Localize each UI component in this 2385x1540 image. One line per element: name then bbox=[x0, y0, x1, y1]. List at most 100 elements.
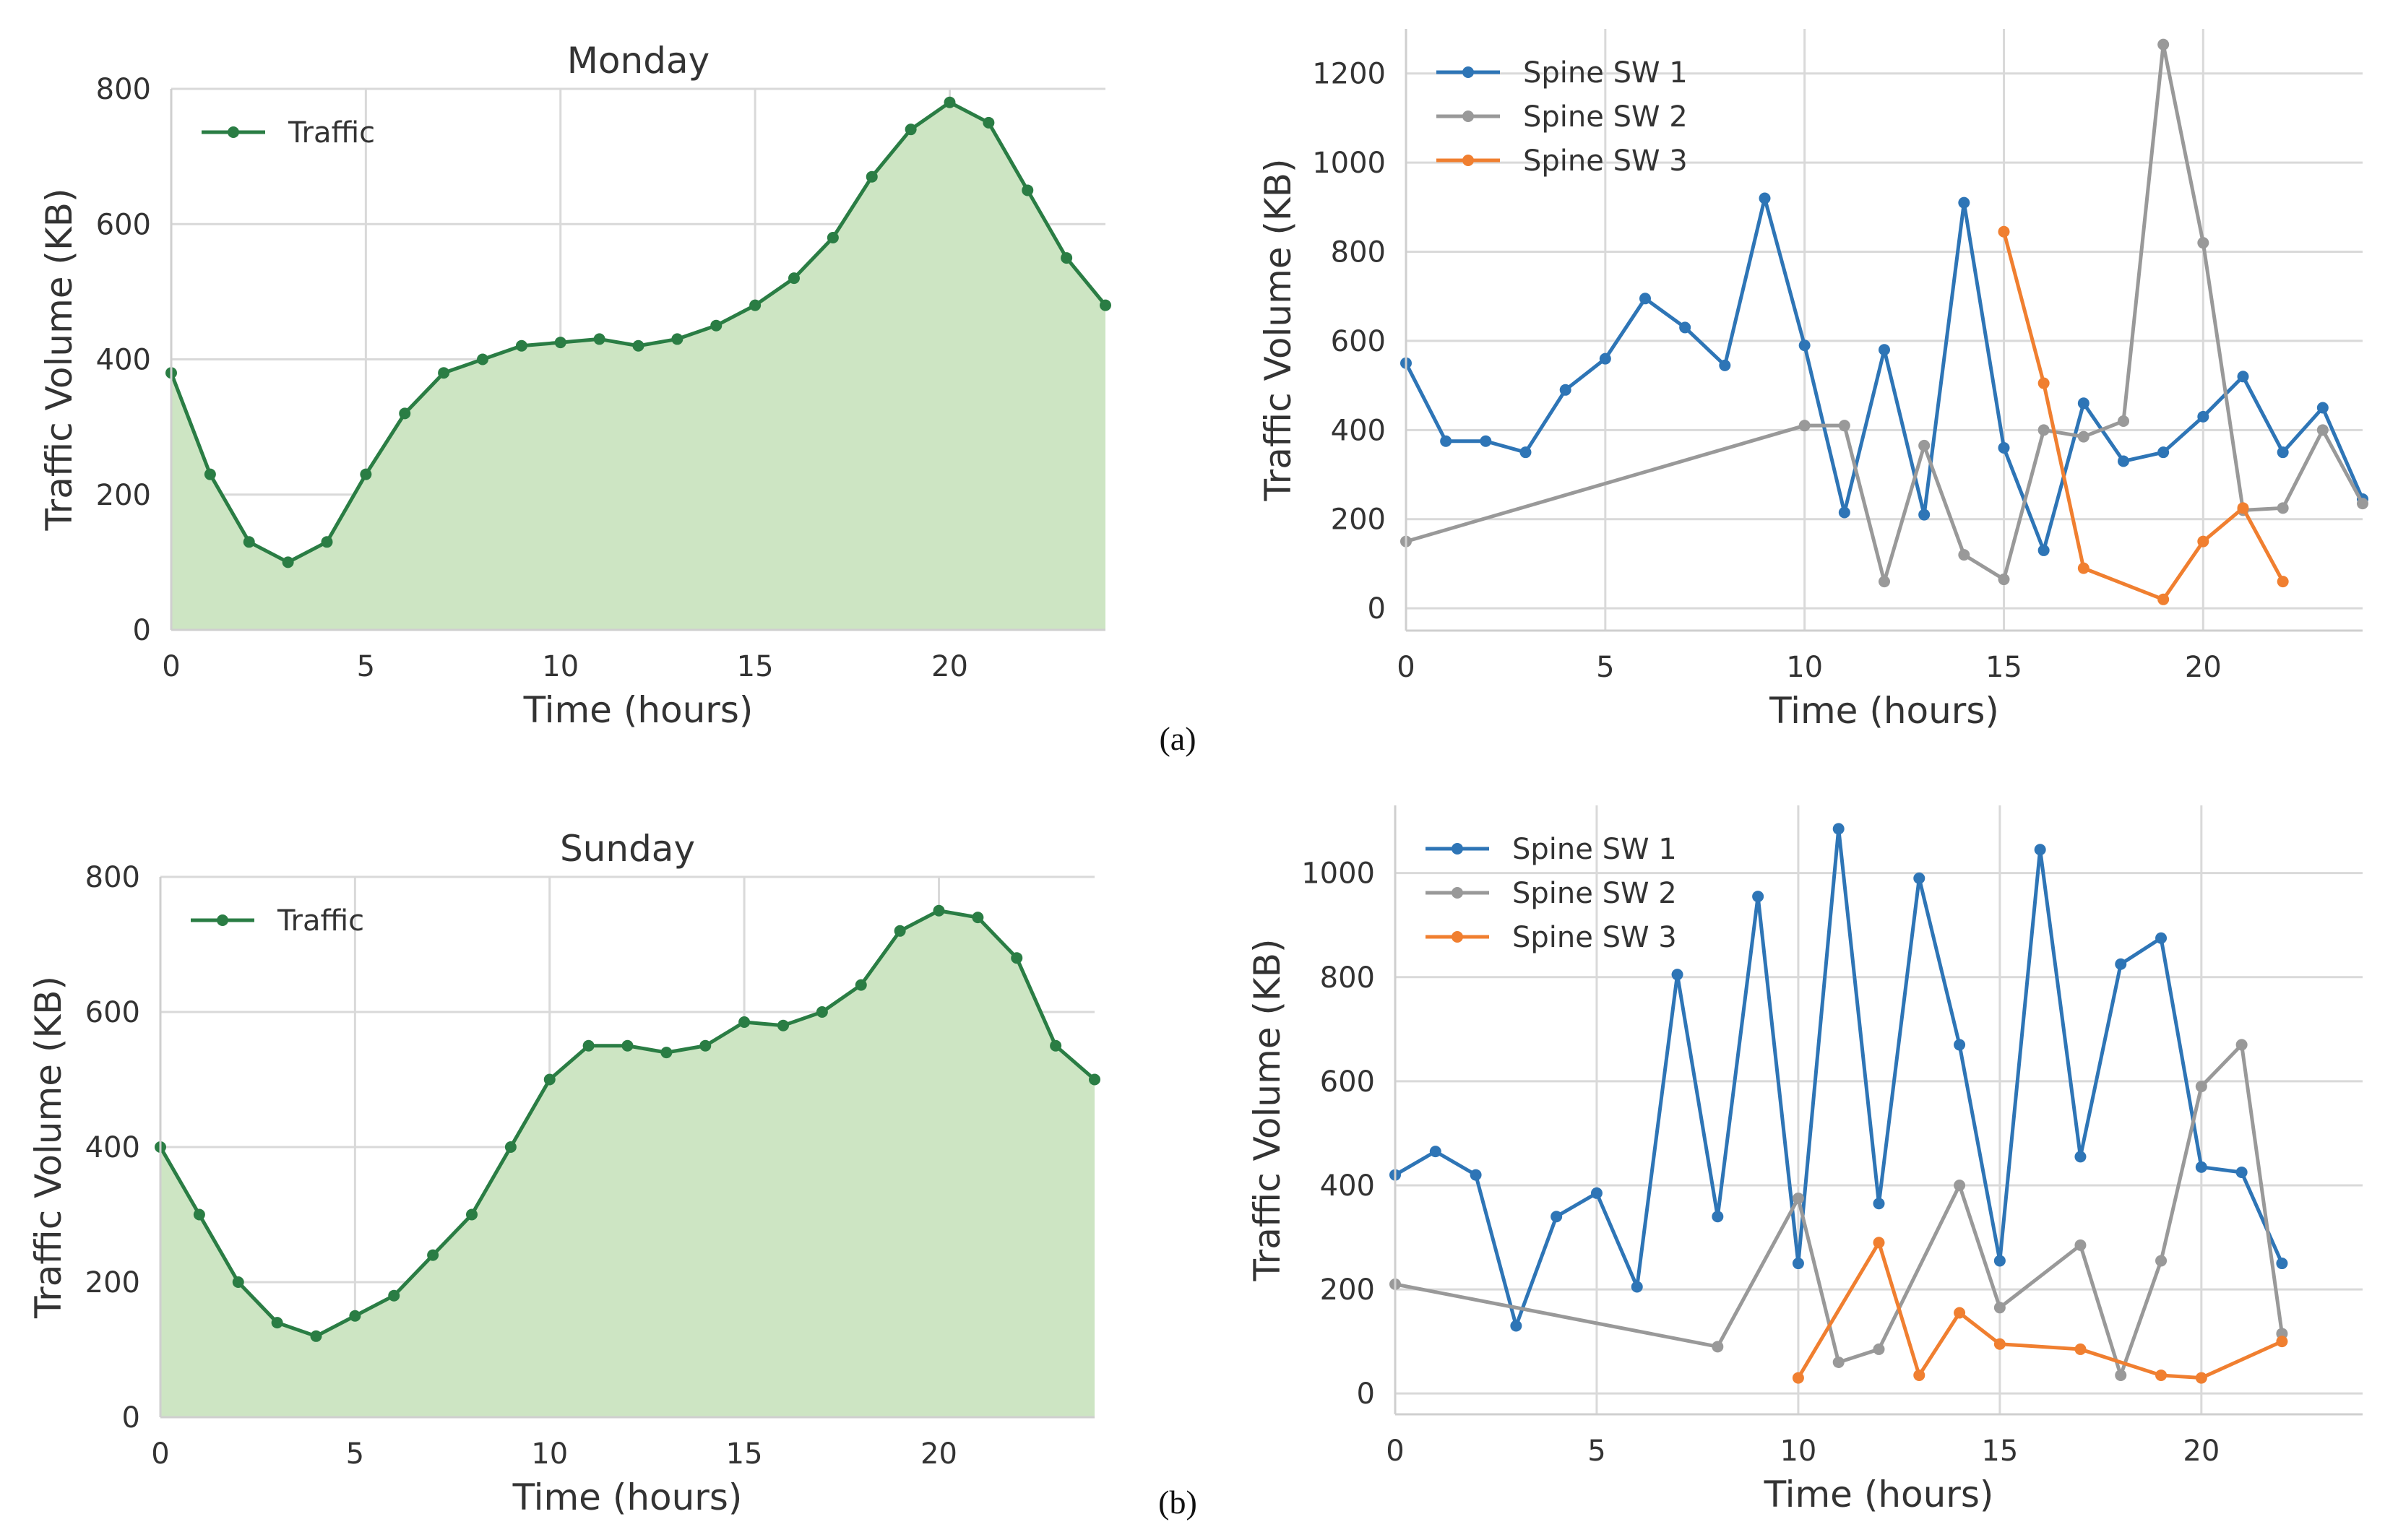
data-point bbox=[399, 407, 411, 420]
data-point bbox=[1913, 1369, 1925, 1381]
x-tick-label: 5 bbox=[1596, 651, 1614, 684]
x-tick-label: 0 bbox=[151, 1437, 169, 1471]
data-point bbox=[1510, 1320, 1522, 1332]
data-point bbox=[1838, 420, 1850, 432]
data-point bbox=[593, 333, 605, 345]
y-axis-label: Traffic Volume (KB) bbox=[27, 976, 69, 1319]
chart-title: Monday bbox=[567, 40, 710, 82]
data-point bbox=[1429, 1146, 1441, 1158]
legend-swatch-marker bbox=[1452, 843, 1463, 855]
y-tick-label: 0 bbox=[133, 614, 151, 647]
data-point bbox=[1089, 1073, 1100, 1086]
y-tick-label: 1000 bbox=[1301, 857, 1375, 891]
data-point bbox=[2157, 446, 2170, 459]
data-point bbox=[2237, 502, 2249, 514]
data-point bbox=[2118, 415, 2129, 427]
data-point bbox=[1559, 384, 1571, 396]
data-point bbox=[2074, 1343, 2087, 1355]
y-tick-label: 200 bbox=[85, 1266, 140, 1299]
data-point bbox=[1022, 184, 1034, 196]
data-point bbox=[1061, 252, 1073, 264]
data-point bbox=[1671, 969, 1683, 981]
data-point bbox=[1913, 872, 1925, 884]
data-point bbox=[827, 231, 839, 243]
data-point bbox=[2155, 932, 2168, 944]
data-point bbox=[983, 116, 995, 129]
data-point bbox=[738, 1016, 751, 1029]
x-tick-label: 10 bbox=[531, 1437, 568, 1471]
x-tick-label: 0 bbox=[1386, 1435, 1404, 1468]
data-point bbox=[855, 979, 867, 991]
legend-label: Spine SW 2 bbox=[1523, 100, 1688, 134]
data-point bbox=[1480, 435, 1492, 447]
data-point bbox=[427, 1249, 439, 1261]
data-point bbox=[2077, 397, 2089, 410]
data-point bbox=[2276, 1258, 2288, 1270]
data-point bbox=[2155, 1255, 2168, 1267]
x-tick-label: 20 bbox=[2183, 1435, 2220, 1468]
x-tick-label: 15 bbox=[1985, 651, 2022, 684]
data-point bbox=[788, 272, 800, 285]
data-point bbox=[204, 468, 216, 480]
data-point bbox=[1011, 952, 1023, 964]
legend-swatch-marker bbox=[217, 914, 228, 926]
y-tick-label: 800 bbox=[1331, 236, 1386, 269]
data-point bbox=[1712, 1341, 1724, 1353]
data-point bbox=[2157, 38, 2170, 51]
data-point bbox=[2197, 535, 2209, 548]
x-tick-label: 15 bbox=[737, 650, 774, 683]
data-point bbox=[1873, 1237, 1885, 1249]
data-point bbox=[466, 1208, 478, 1221]
legend-label: Spine SW 1 bbox=[1523, 56, 1688, 90]
x-tick-label: 10 bbox=[542, 650, 579, 683]
data-point bbox=[243, 536, 255, 548]
data-point bbox=[1879, 344, 1890, 356]
data-point bbox=[2277, 446, 2289, 459]
legend-label: Traffic bbox=[277, 904, 364, 938]
data-point bbox=[671, 333, 683, 345]
y-tick-label: 400 bbox=[85, 1131, 140, 1164]
y-tick-label: 400 bbox=[96, 344, 151, 377]
x-axis-label: Time (hours) bbox=[1769, 690, 1999, 732]
data-point bbox=[1599, 352, 1611, 365]
data-point bbox=[2195, 1081, 2207, 1093]
y-tick-label: 200 bbox=[96, 479, 151, 512]
data-point bbox=[1050, 1039, 1062, 1052]
data-point bbox=[504, 1141, 517, 1153]
data-point bbox=[1993, 1302, 2006, 1314]
panel-label-b: (b) bbox=[1158, 1484, 1197, 1520]
data-point bbox=[2037, 544, 2050, 556]
data-point bbox=[1918, 509, 1931, 521]
data-point bbox=[1873, 1343, 1885, 1355]
y-tick-label: 200 bbox=[1320, 1273, 1375, 1307]
y-tick-label: 600 bbox=[1331, 325, 1386, 358]
data-point bbox=[2157, 593, 2170, 605]
x-tick-label: 0 bbox=[162, 650, 180, 683]
data-point bbox=[1631, 1281, 1643, 1293]
x-tick-label: 20 bbox=[2185, 651, 2222, 684]
data-point bbox=[972, 912, 984, 924]
legend-label: Spine SW 3 bbox=[1512, 921, 1677, 954]
data-point bbox=[1832, 1356, 1845, 1368]
data-point bbox=[1998, 442, 2010, 454]
data-point bbox=[582, 1039, 595, 1052]
data-point bbox=[2077, 431, 2089, 443]
legend-swatch-marker bbox=[1452, 931, 1463, 943]
x-tick-label: 20 bbox=[931, 650, 968, 683]
data-point bbox=[2037, 424, 2050, 436]
series-line-spine-sw-2 bbox=[1394, 1042, 2284, 1377]
data-point bbox=[2357, 498, 2368, 510]
data-point bbox=[360, 468, 372, 480]
x-tick-label: 10 bbox=[1780, 1435, 1816, 1468]
data-point bbox=[1954, 1179, 1966, 1191]
series-line-spine-sw-3 bbox=[1796, 1240, 2283, 1380]
data-point bbox=[2155, 1369, 2168, 1381]
y-tick-label: 800 bbox=[1320, 961, 1375, 995]
data-point bbox=[1590, 1187, 1603, 1199]
data-point bbox=[1798, 339, 1811, 352]
x-tick-label: 5 bbox=[346, 1437, 364, 1471]
data-point bbox=[621, 1039, 634, 1052]
